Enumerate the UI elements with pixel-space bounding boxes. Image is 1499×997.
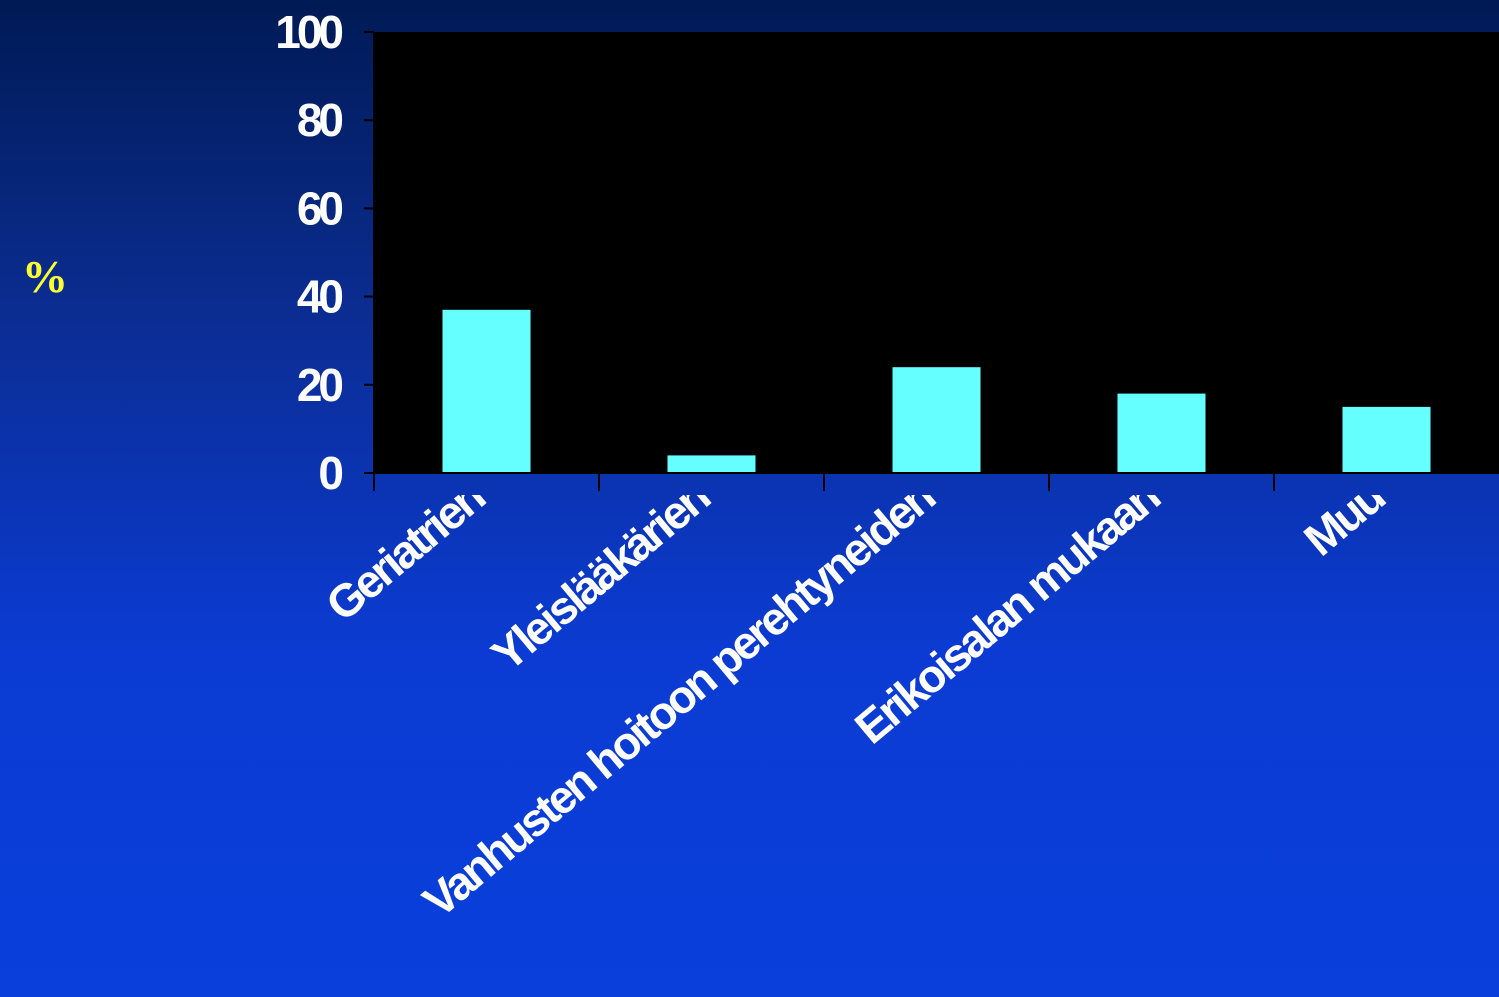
bar-2	[892, 367, 981, 473]
y-tick-label-1: 20	[297, 359, 343, 411]
bar-0	[442, 309, 531, 473]
bar-1	[667, 455, 756, 473]
y-axis-label: %	[22, 251, 68, 302]
bar-4	[1342, 406, 1431, 473]
y-tick-label-3: 60	[297, 182, 343, 234]
x-category-label-1: Yleislääkärien	[482, 470, 719, 681]
bar-3	[1117, 393, 1206, 473]
y-tick-label-4: 80	[297, 94, 343, 146]
y-tick-label-0: 0	[318, 447, 342, 499]
y-tick-label-5: 100	[275, 6, 342, 58]
axes-group	[364, 31, 1499, 491]
y-tick-label-2: 40	[297, 271, 343, 323]
bars-group	[442, 309, 1431, 473]
x-category-label-0: Geriatrien	[316, 470, 494, 631]
x-category-label-4: Muu	[1294, 470, 1394, 565]
y-tick-labels: 0 20 40 60 80 100	[275, 6, 346, 499]
